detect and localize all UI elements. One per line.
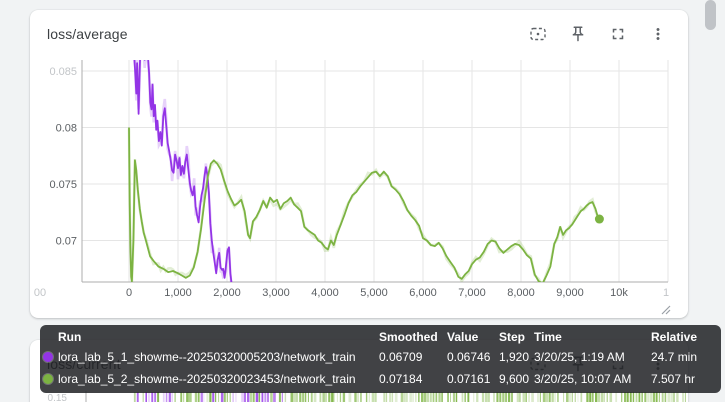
tooltip-header-value: Value xyxy=(447,329,479,344)
svg-text:3,000: 3,000 xyxy=(262,287,290,299)
tooltip-header-smoothed: Smoothed xyxy=(379,329,438,344)
svg-text:9,000: 9,000 xyxy=(556,287,584,299)
svg-text:1,000: 1,000 xyxy=(164,287,192,299)
run-name: lora_lab_5_1_showme--20250320005203/netw… xyxy=(58,350,356,364)
series-run1 xyxy=(132,60,233,282)
card-actions xyxy=(528,24,668,44)
run-time: 3/20/25, 1:19 AM xyxy=(534,350,625,364)
smoothed-line xyxy=(128,127,601,282)
axes xyxy=(81,60,668,283)
svg-text:1: 1 xyxy=(663,287,669,299)
run-relative: 7.507 hr xyxy=(651,372,696,386)
resize-handle[interactable] xyxy=(661,302,671,315)
svg-text:0.085: 0.085 xyxy=(49,66,77,78)
scrollbar-thumb[interactable] xyxy=(705,0,716,30)
tooltip-header-relative: Relative xyxy=(651,329,698,344)
run-value: 0.06746 xyxy=(447,350,491,364)
card-title: loss/average xyxy=(47,26,128,42)
tooltip-header-run: Run xyxy=(58,329,82,344)
gridlines xyxy=(82,60,669,282)
loss-current-chart[interactable]: 0.15 xyxy=(30,389,688,402)
fit-domain-icon xyxy=(530,27,546,41)
run-color-dot xyxy=(43,374,53,384)
partial-y-axis-label: 0.15 xyxy=(48,393,68,402)
fit-domain-button[interactable] xyxy=(528,24,548,44)
run-smoothed: 0.06709 xyxy=(379,350,423,364)
tooltip-header-step: Step xyxy=(499,329,526,344)
raw-value-bars xyxy=(133,392,686,402)
series-end-marker xyxy=(594,214,604,224)
svg-text:4,000: 4,000 xyxy=(311,287,339,299)
run-time: 3/20/25, 10:07 AM xyxy=(534,372,632,386)
run-step: 9,600 xyxy=(499,372,530,386)
svg-text:0: 0 xyxy=(126,287,132,299)
svg-text:10k: 10k xyxy=(610,287,628,299)
run-name: lora_lab_5_2_showme--20250320023453/netw… xyxy=(58,372,356,386)
svg-text:0.08: 0.08 xyxy=(56,123,77,135)
more-options-button[interactable] xyxy=(648,24,668,44)
scalar-card-loss-average: 0.085 0.08 0.075 0.07 00 0 1,000 2,000 3,000 4,00… xyxy=(30,10,688,318)
tooltip-header-time: Time xyxy=(534,329,562,344)
resize-grip-icon xyxy=(661,305,671,315)
svg-text:0.075: 0.075 xyxy=(49,179,77,191)
run-value: 0.07161 xyxy=(447,372,491,386)
run-color-dot xyxy=(43,352,53,362)
chart-tooltip: Run Smoothed Value Step Time Relative lo… xyxy=(40,325,721,393)
svg-text:5,000: 5,000 xyxy=(360,287,388,299)
run-step: 1,920 xyxy=(499,350,530,364)
pin-icon xyxy=(572,26,584,42)
svg-text:7,000: 7,000 xyxy=(458,287,486,299)
run-relative: 24.7 min xyxy=(651,350,698,364)
svg-text:6,000: 6,000 xyxy=(409,287,437,299)
kebab-menu-icon xyxy=(656,28,660,40)
fullscreen-icon xyxy=(612,28,624,40)
svg-text:2,000: 2,000 xyxy=(213,287,241,299)
svg-text:8,000: 8,000 xyxy=(507,287,535,299)
smoothed-line xyxy=(133,60,233,282)
raw-trace xyxy=(132,60,233,282)
svg-text:0.07: 0.07 xyxy=(56,236,77,248)
run-smoothed: 0.07184 xyxy=(379,372,423,386)
card-header: loss/average xyxy=(30,10,688,44)
series-run2 xyxy=(127,127,604,282)
pin-button[interactable] xyxy=(568,24,588,44)
svg-text:00: 00 xyxy=(34,287,46,299)
fullscreen-button[interactable] xyxy=(608,24,628,44)
